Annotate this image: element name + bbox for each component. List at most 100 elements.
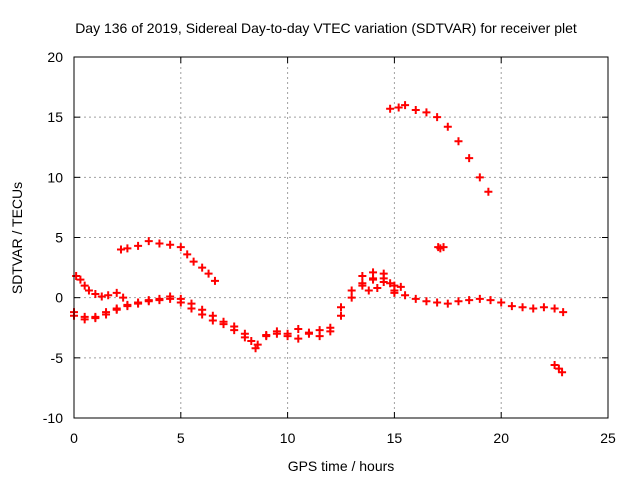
- series-isolated-1: [434, 243, 448, 253]
- data-point: [208, 316, 217, 325]
- data-point: [558, 368, 567, 377]
- data-point: [386, 104, 395, 113]
- data-point: [411, 294, 420, 303]
- data-point: [240, 333, 249, 342]
- data-point: [210, 276, 219, 285]
- grid-layer: [74, 57, 608, 418]
- data-point: [475, 173, 484, 182]
- data-point: [272, 327, 281, 336]
- data-point: [219, 320, 228, 329]
- data-point: [347, 286, 356, 295]
- data-point: [144, 237, 153, 246]
- data-point: [91, 290, 100, 299]
- data-points-layer: [70, 101, 568, 377]
- y-tick-label: 20: [47, 49, 63, 65]
- data-point: [176, 243, 185, 252]
- data-point: [134, 299, 143, 308]
- data-point: [262, 332, 271, 341]
- data-point: [518, 303, 527, 312]
- data-point: [123, 302, 132, 311]
- data-point: [80, 312, 89, 321]
- data-point: [251, 344, 260, 353]
- data-point: [112, 288, 121, 297]
- y-tick-label: 15: [47, 109, 63, 125]
- data-point: [529, 304, 538, 313]
- data-point: [76, 275, 85, 284]
- data-point: [550, 304, 559, 313]
- data-point: [364, 286, 373, 295]
- data-point: [72, 272, 81, 281]
- x-tick-label: 25: [600, 430, 616, 446]
- y-tick-label: 10: [47, 169, 63, 185]
- data-point: [550, 361, 559, 370]
- data-point: [155, 239, 164, 248]
- data-point: [401, 101, 410, 110]
- y-tick-label: 0: [55, 290, 63, 306]
- series-scatter-cluster: [358, 269, 405, 297]
- data-point: [386, 279, 395, 288]
- data-point: [443, 299, 452, 308]
- data-point: [475, 294, 484, 303]
- data-point: [465, 154, 474, 163]
- data-point: [97, 292, 106, 301]
- series-isolated-2: [550, 361, 567, 377]
- data-point: [369, 274, 378, 283]
- data-point: [166, 292, 175, 301]
- data-point: [358, 281, 367, 290]
- data-point: [347, 293, 356, 302]
- series-high-arc: [386, 101, 493, 196]
- data-point: [396, 282, 405, 291]
- data-point: [80, 281, 89, 290]
- data-point: [104, 291, 113, 300]
- data-point: [230, 326, 239, 335]
- data-point: [454, 297, 463, 306]
- data-point: [304, 328, 313, 337]
- data-point: [379, 269, 388, 278]
- data-point: [123, 244, 132, 253]
- data-point: [187, 304, 196, 313]
- data-point: [134, 241, 143, 250]
- data-point: [198, 263, 207, 272]
- chart-title: Day 136 of 2019, Sidereal Day-to-day VTE…: [75, 20, 577, 36]
- data-point: [315, 326, 324, 335]
- data-point: [189, 257, 198, 266]
- data-point: [422, 297, 431, 306]
- data-point: [390, 281, 399, 290]
- data-point: [465, 296, 474, 305]
- data-point: [454, 137, 463, 146]
- x-tick-label: 10: [280, 430, 296, 446]
- data-point: [166, 240, 175, 249]
- data-point: [497, 298, 506, 307]
- data-point: [439, 243, 448, 252]
- x-tick-label: 20: [493, 430, 509, 446]
- data-point: [539, 303, 548, 312]
- y-tick-label: 5: [55, 230, 63, 246]
- data-point: [283, 329, 292, 338]
- data-point: [401, 291, 410, 300]
- series-baseline-b: [70, 268, 399, 353]
- data-point: [144, 296, 153, 305]
- x-tick-label: 5: [177, 430, 185, 446]
- data-point: [198, 310, 207, 319]
- data-point: [102, 310, 111, 319]
- data-point: [183, 250, 192, 259]
- data-point: [337, 311, 345, 320]
- x-tick-label: 0: [70, 430, 78, 446]
- data-point: [486, 296, 495, 305]
- data-point: [204, 269, 213, 278]
- data-point: [390, 288, 399, 297]
- y-tick-label: -10: [43, 410, 63, 426]
- data-point: [373, 284, 382, 293]
- data-point: [443, 122, 452, 131]
- data-point: [337, 303, 345, 312]
- data-point: [155, 294, 164, 303]
- data-point: [411, 105, 420, 114]
- data-point: [119, 293, 128, 302]
- data-point: [84, 286, 93, 295]
- data-point: [176, 298, 185, 307]
- data-point: [358, 272, 367, 281]
- series-mid-arc: [116, 237, 219, 285]
- tick-labels-layer: 0 5 10 15 20 25 -10 -5 0 5 10 15 20: [43, 49, 616, 446]
